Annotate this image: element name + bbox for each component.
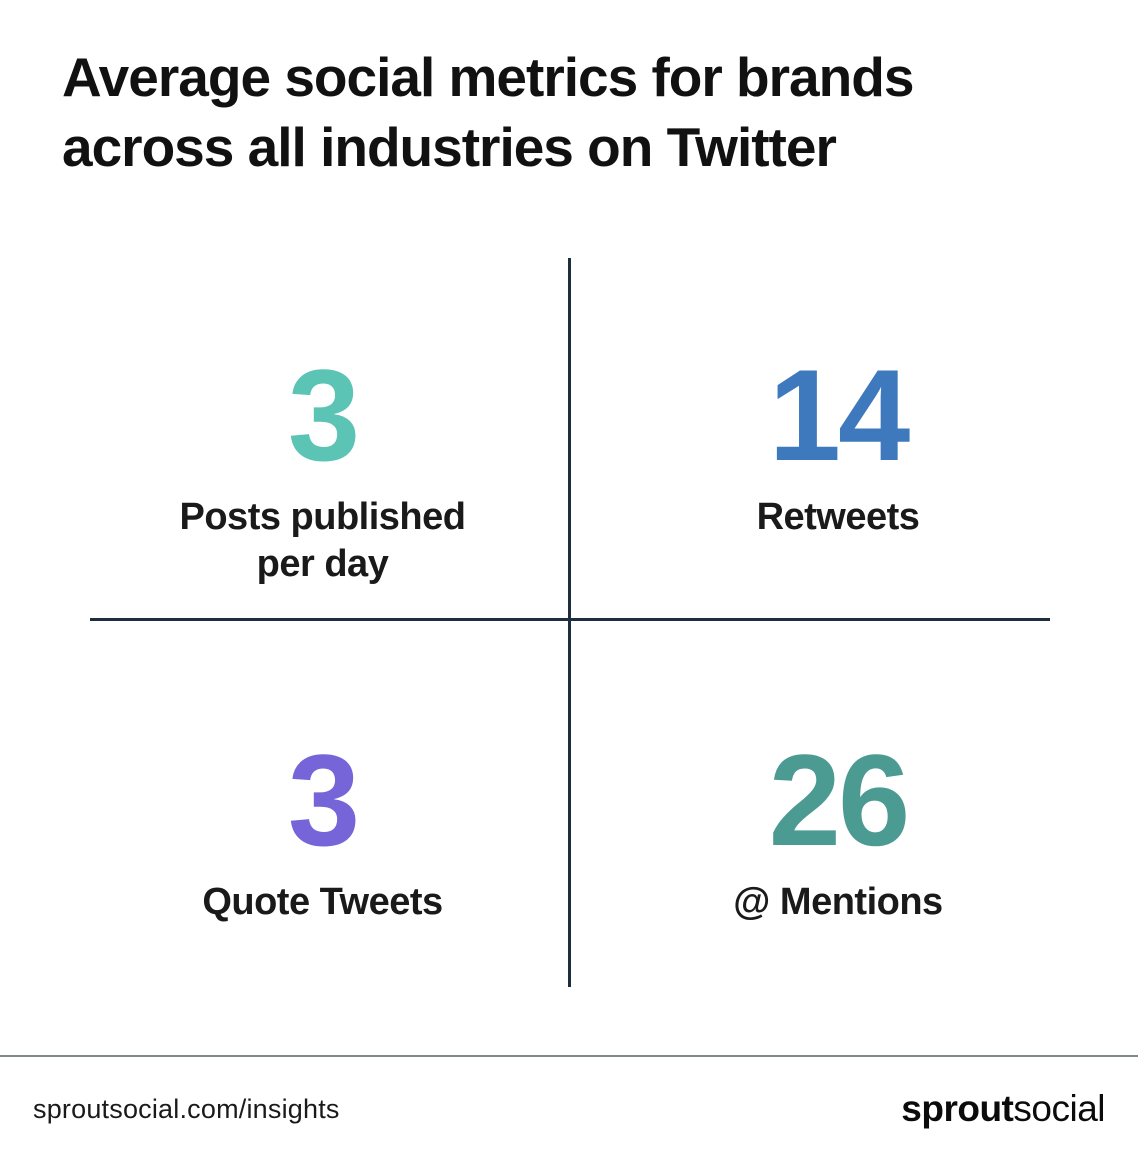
title-line-2: across all industries on Twitter: [62, 116, 837, 178]
footer-url: sproutsocial.com/insights: [33, 1094, 340, 1124]
metric-value: 3: [287, 727, 360, 873]
title-line-1: Average social metrics for brands: [62, 46, 914, 108]
logo-text-social: social: [1013, 1088, 1105, 1129]
quadrant-divider-vertical: [568, 258, 571, 987]
metric-quote-tweets: 3 Quote Tweets: [90, 735, 555, 926]
logo-text-sprout: sprout: [901, 1088, 1014, 1129]
quadrant-divider-horizontal: [90, 618, 1050, 621]
metric-label: Retweets: [612, 494, 1064, 541]
metric-posts-published-per-day: 3 Posts published per day: [90, 350, 555, 588]
metric-label-line: Quote Tweets: [202, 881, 443, 923]
metric-label: Quote Tweets: [90, 879, 555, 926]
metric-value: 14: [768, 342, 911, 488]
metric-value: 26: [768, 727, 911, 873]
metric-label-line: Retweets: [756, 496, 920, 538]
sprout-social-logo: sproutsocial: [901, 1088, 1105, 1130]
metric-value: 3: [287, 342, 360, 488]
metric-label: Posts published per day: [90, 494, 555, 588]
metric-at-mentions: 26 @ Mentions: [612, 735, 1064, 926]
metric-label-line: Posts published: [179, 496, 466, 538]
metric-label: @ Mentions: [612, 879, 1064, 926]
metric-label-line: @ Mentions: [733, 881, 943, 923]
page-title: Average social metrics for brands across…: [62, 42, 1072, 182]
footer-divider: [0, 1055, 1138, 1057]
metric-retweets: 14 Retweets: [612, 350, 1064, 541]
metric-label-line: per day: [256, 543, 389, 585]
